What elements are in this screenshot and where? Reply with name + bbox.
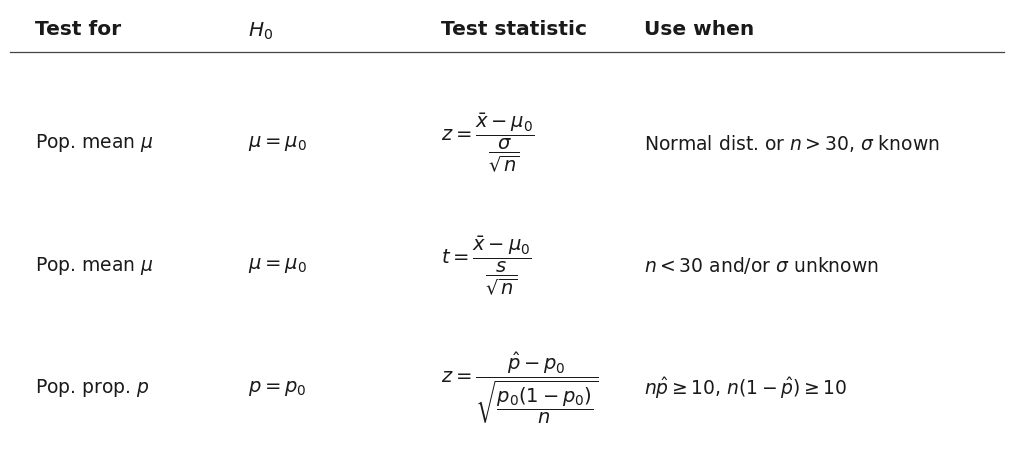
Text: $z = \dfrac{\hat{p} - p_0}{\sqrt{\dfrac{p_0(1-p_0)}{n}}}$: $z = \dfrac{\hat{p} - p_0}{\sqrt{\dfrac{… [441,350,598,426]
Text: Test statistic: Test statistic [441,20,587,39]
Text: Pop. mean $\mu$: Pop. mean $\mu$ [35,132,154,154]
Text: Pop. mean $\mu$: Pop. mean $\mu$ [35,255,154,276]
Text: $\mu = \mu_0$: $\mu = \mu_0$ [248,256,307,275]
Text: $t = \dfrac{\bar{x} - \mu_0}{\dfrac{s}{\sqrt{n}}}$: $t = \dfrac{\bar{x} - \mu_0}{\dfrac{s}{\… [441,234,531,297]
Text: $\mu = \mu_0$: $\mu = \mu_0$ [248,133,307,153]
Text: Normal dist. or $n > 30$, $\sigma$ known: Normal dist. or $n > 30$, $\sigma$ known [644,133,940,153]
Text: $n\hat{p} \geq 10$, $n(1-\hat{p}) \geq 10$: $n\hat{p} \geq 10$, $n(1-\hat{p}) \geq 1… [644,375,848,401]
Text: $z = \dfrac{\bar{x} - \mu_0}{\dfrac{\sigma}{\sqrt{n}}}$: $z = \dfrac{\bar{x} - \mu_0}{\dfrac{\sig… [441,112,534,174]
Text: $n < 30$ and/or $\sigma$ unknown: $n < 30$ and/or $\sigma$ unknown [644,255,879,276]
Text: $p = p_0$: $p = p_0$ [248,379,307,398]
Text: Pop. prop. $p$: Pop. prop. $p$ [35,377,150,399]
Text: Test for: Test for [35,20,122,39]
Text: $H_0$: $H_0$ [248,20,274,42]
Text: Use when: Use when [644,20,754,39]
